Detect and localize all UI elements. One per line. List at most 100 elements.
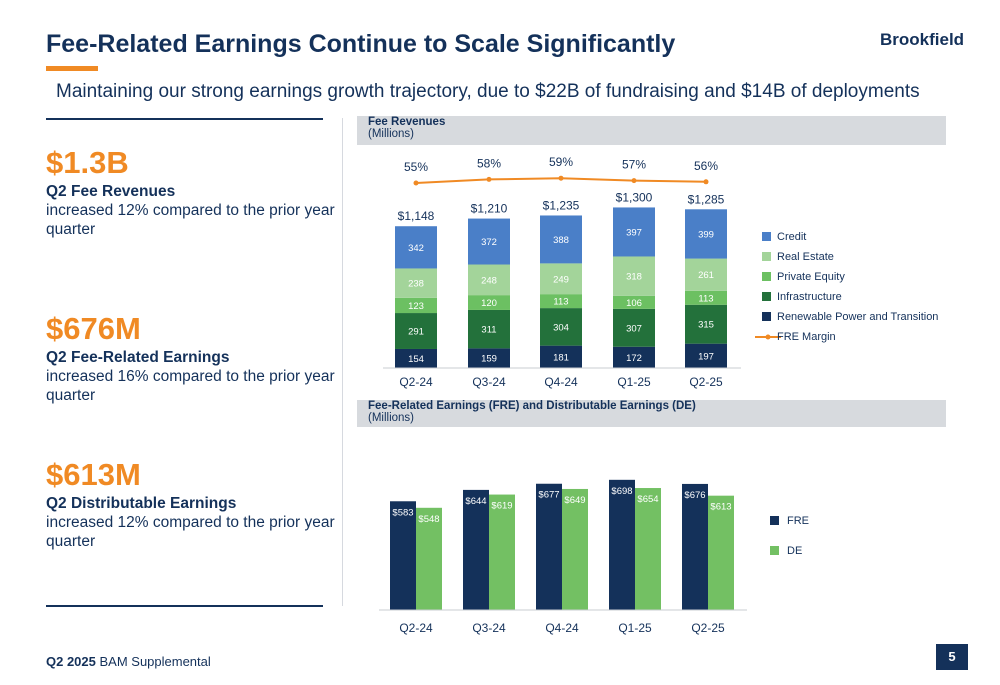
fee-revenues-panel-header: Fee Revenues (Millions) [357,116,946,145]
bar-infrastructure-q2-24 [395,313,437,349]
value-label-credit-q2-24: 342 [408,243,424,254]
value-label-private-equity-q2-25: 113 [698,293,713,304]
x-tick-label-q2-24: Q2-24 [399,375,433,389]
brookfield-logo: Brookfield [880,30,965,49]
value-label-infrastructure-q3-24: 311 [481,325,496,336]
fre-margin-point-q2-24 [413,180,419,186]
kpi-fee-revenues-description: increased 12% compared to the prior year… [46,202,335,238]
fee-revenues-panel-title: Fee Revenues [368,116,446,128]
legend-marker-fre-margin [765,334,771,340]
fre-margin-label-q3-24: 58% [477,156,501,170]
bar-credit-q1-25 [613,207,655,257]
fre-margin-point-q2-25 [703,179,709,185]
bar-infrastructure-q4-24 [540,308,582,346]
value-label-real-estate-q2-24: 238 [408,279,424,290]
fre-margin-point-q4-24 [558,175,564,181]
fre-margin-label-q2-25: 56% [694,159,718,173]
bar-renewable-power-and-transition-q2-25 [685,343,727,368]
value-label-private-equity-q4-24: 113 [553,297,568,308]
bar-infrastructure-q1-25 [613,308,655,347]
fre-margin-label-q4-24: 59% [549,155,573,169]
legend-label-fre-margin: FRE Margin [777,331,836,343]
fre-de-chart: $583 $548 Q2-24 $644 $619 Q3-24 $677 $649 Q4-24 $… [379,479,809,635]
value-label-infrastructure-q1-25: 307 [626,323,642,334]
bar-de-q1-25 [635,488,661,610]
bar-de-q2-24 [416,507,442,610]
footer-caption: Q2 2025 BAM Supplemental [46,654,211,669]
legend-swatch-private-equity [762,272,771,281]
bar-fre-q4-24 [536,483,562,610]
value-label-private-equity-q1-25: 106 [626,298,642,309]
kpi-fre-value: $676M [46,311,141,346]
legend-swatch-de [770,546,779,555]
fee-revenues-chart: 154 291 123 238 342 $1,148 Q2-24 159 311 120 248 37… [383,155,938,389]
value-label-fre-q1-25: $698 [611,486,632,497]
value-label-infrastructure-q2-25: 315 [698,320,714,331]
earnings-panel-unit: (Millions) [368,412,414,424]
bar-de-q3-24 [489,494,515,610]
x-tick-label-q2-25: Q2-25 [691,621,725,635]
title-accent-bar [46,66,98,71]
footer-text: BAM Supplemental [95,654,211,669]
bar-infrastructure-q3-24 [468,309,510,349]
total-label-q2-25: $1,285 [688,192,725,206]
value-label-private-equity-q3-24: 120 [481,298,497,309]
bar-private-equity-q3-24 [468,295,510,310]
column-separator [342,118,343,606]
value-label-de-q2-24: $548 [418,514,439,525]
legend-swatch-fre [770,516,779,525]
bar-credit-q2-25 [685,209,727,259]
value-label-fre-q4-24: $677 [538,490,559,501]
fre-margin-point-q1-25 [631,178,637,184]
earnings-panel-header: Fee-Related Earnings (FRE) and Distribut… [357,400,946,427]
bar-real-estate-q3-24 [468,264,510,296]
kpi-fee-revenues-label: Q2 Fee Revenues [46,183,176,200]
bar-renewable-power-and-transition-q3-24 [468,348,510,368]
legend-label-fre: FRE [787,515,809,527]
value-label-private-equity-q2-24: 123 [408,301,424,312]
legend-swatch-real-estate [762,252,771,261]
legend-swatch-infrastructure [762,292,771,301]
earnings-panel-title: Fee-Related Earnings (FRE) and Distribut… [368,400,696,412]
total-label-q4-24: $1,235 [543,198,580,212]
total-label-q3-24: $1,210 [471,202,508,216]
value-label-de-q4-24: $649 [564,495,585,506]
bar-renewable-power-and-transition-q1-25 [613,346,655,368]
value-label-fre-q2-25: $676 [684,490,705,501]
x-tick-label-q3-24: Q3-24 [472,621,506,635]
value-label-renewable-power-and-transition-q2-25: 197 [698,351,714,362]
value-label-real-estate-q4-24: 249 [553,274,569,285]
bar-credit-q3-24 [468,218,510,265]
bar-real-estate-q2-24 [395,268,437,298]
bar-private-equity-q4-24 [540,294,582,309]
legend-label-renewable-power-and-transition: Renewable Power and Transition [777,311,938,323]
value-label-infrastructure-q4-24: 304 [553,322,569,333]
bar-real-estate-q4-24 [540,263,582,295]
page-number: 5 [936,644,968,670]
bar-infrastructure-q2-25 [685,304,727,344]
page-title: Fee-Related Earnings Continue to Scale S… [46,30,676,58]
total-label-q2-24: $1,148 [398,209,435,223]
page-subtitle: Maintaining our strong earnings growth t… [56,81,920,102]
bar-real-estate-q1-25 [613,256,655,296]
bar-private-equity-q2-24 [395,297,437,314]
bar-fre-q1-25 [609,479,635,610]
bar-credit-q4-24 [540,215,582,264]
bar-renewable-power-and-transition-q2-24 [395,348,437,368]
value-label-fre-q3-24: $644 [465,496,486,507]
value-label-credit-q4-24: 388 [553,235,569,246]
legend-label-de: DE [787,545,802,557]
legend-label-credit: Credit [777,231,806,243]
value-label-renewable-power-and-transition-q4-24: 181 [553,352,569,363]
x-tick-label-q2-24: Q2-24 [399,621,433,635]
value-label-renewable-power-and-transition-q1-25: 172 [626,353,642,364]
fre-margin-label-q2-24: 55% [404,160,428,174]
legend-label-real-estate: Real Estate [777,251,834,263]
kpi-fre-label: Q2 Fee-Related Earnings [46,349,230,366]
value-label-renewable-power-and-transition-q2-24: 154 [408,354,424,365]
kpi-de-value: $613M [46,457,141,492]
value-label-credit-q1-25: 397 [626,227,642,238]
bar-de-q4-24 [562,488,588,610]
footer-period: Q2 2025 [46,654,96,669]
value-label-de-q2-25: $613 [710,502,731,513]
